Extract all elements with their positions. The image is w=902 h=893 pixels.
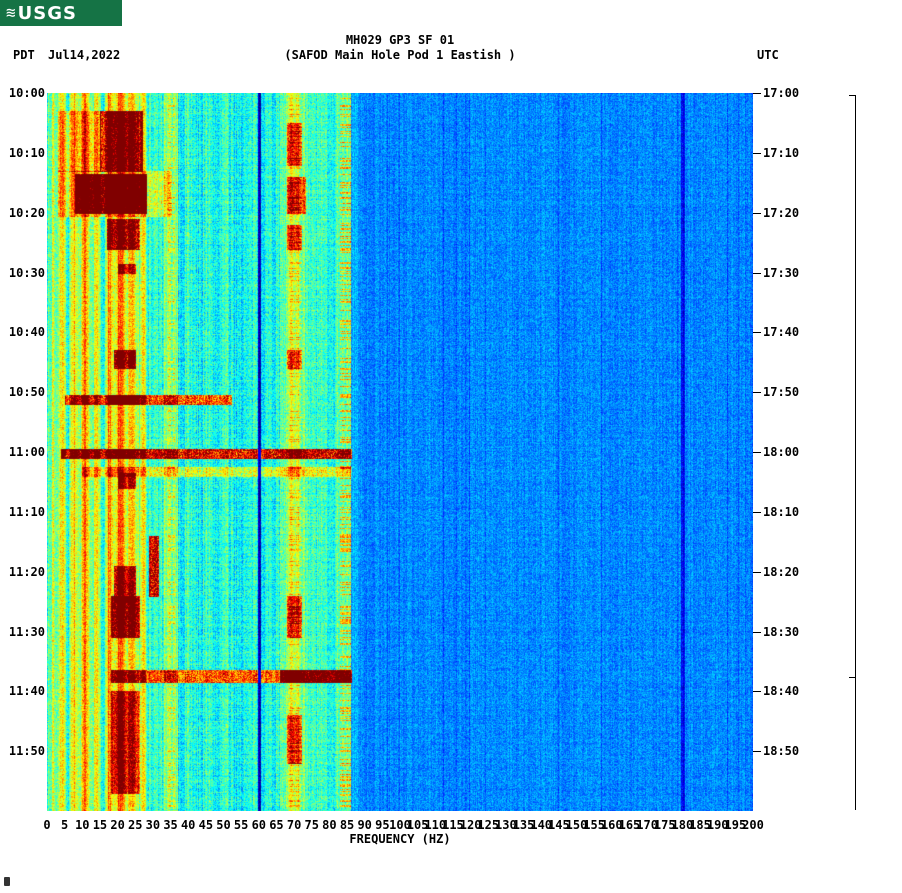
y-axis-tick-right: [753, 751, 761, 752]
x-axis-tick-label: 40: [180, 818, 196, 832]
x-axis-tick-label: 70: [286, 818, 302, 832]
x-axis-tick-label: 15: [92, 818, 108, 832]
x-axis-tick-label: 125: [477, 818, 500, 832]
corner-artifact: [4, 877, 10, 886]
x-axis-tick-label: 160: [600, 818, 623, 832]
x-axis-tick-label: 155: [583, 818, 605, 832]
y-axis-tick-right: [753, 153, 761, 154]
x-axis-tick-label: 110: [424, 818, 447, 832]
x-axis-tick-label: 30: [145, 818, 161, 832]
x-axis-tick-label: 0: [43, 818, 51, 832]
x-axis-tick-label: 85: [339, 818, 355, 832]
y-axis-tick-right: [753, 273, 761, 274]
y-axis-label-right: 17:30: [763, 265, 800, 280]
y-axis-label-left: 10:20: [8, 205, 45, 220]
x-axis-tick-label: 170: [636, 818, 658, 832]
scale-bar-tick-top: [849, 95, 855, 96]
y-axis-label-left: 10:40: [8, 325, 45, 340]
y-axis-label-right: 18:00: [763, 445, 800, 459]
y-axis-label-left: 11:00: [8, 445, 45, 459]
x-axis-tick-label: 200: [742, 818, 764, 832]
x-axis-tick-label: 95: [375, 818, 390, 832]
x-axis-tick-label: 20: [110, 818, 125, 832]
y-axis-label-left: 11:20: [8, 564, 45, 579]
y-axis-label-left: 10:50: [8, 385, 45, 400]
y-axis-label-right: 17:20: [763, 205, 800, 220]
x-axis-tick-label: 180: [671, 818, 694, 832]
y-axis-tick-right: [753, 572, 761, 573]
x-axis-tick-label: 120: [459, 818, 482, 832]
usgs-logo: ≋ USGS: [0, 0, 122, 26]
x-axis-tick-label: 10: [75, 818, 90, 832]
y-axis-label-left: 11:30: [8, 624, 45, 639]
y-axis-label-right: 17:00: [763, 86, 800, 100]
x-axis-tick-label: 75: [304, 818, 319, 832]
x-axis-tick-label: 55: [233, 818, 249, 832]
x-axis-tick-label: 45: [198, 818, 214, 832]
usgs-wave-icon: ≋: [6, 3, 16, 22]
y-axis-tick-right: [753, 213, 761, 214]
left-timezone-label: PDT: [13, 48, 35, 62]
x-axis-tick-label: 130: [495, 818, 517, 832]
x-axis-tick-label: 185: [689, 818, 711, 832]
y-axis-tick-right: [753, 93, 761, 94]
x-axis-tick-label: 190: [706, 818, 729, 832]
y-axis-label-left: 11:40: [8, 684, 45, 699]
x-axis-tick-label: 50: [216, 818, 231, 832]
scale-bar-tick-mid: [849, 677, 855, 678]
right-timezone-label: UTC: [757, 48, 779, 62]
y-axis-label-right: 18:20: [763, 564, 800, 579]
y-axis-label-right: 17:10: [763, 145, 800, 160]
x-axis-title: FREQUENCY (HZ): [349, 832, 451, 846]
x-axis-tick-label: 195: [724, 818, 747, 832]
y-axis-label-right: 18:40: [763, 684, 800, 699]
y-axis-tick-right: [753, 512, 761, 513]
y-axis-label-right: 17:50: [763, 385, 800, 400]
y-axis-label-right: 18:50: [763, 744, 800, 759]
x-axis-tick-label: 165: [618, 818, 641, 832]
usgs-logo-text: USGS: [17, 2, 77, 24]
y-axis-tick-right: [753, 332, 761, 333]
y-axis-label-left: 10:00: [8, 86, 45, 100]
x-axis-tick-label: 90: [357, 818, 372, 832]
x-axis-tick-label: 100: [389, 818, 411, 832]
x-axis-tick-label: 140: [530, 818, 553, 832]
y-axis-tick-right: [753, 632, 761, 633]
x-axis-tick-label: 145: [548, 818, 570, 832]
x-axis-tick-label: 150: [565, 818, 588, 832]
x-axis-tick-label: 80: [322, 818, 337, 832]
scale-bar: [855, 95, 856, 810]
plot-subtitle: (SAFOD Main Hole Pod 1 Eastish ): [284, 48, 516, 62]
y-axis-label-left: 10:30: [8, 265, 45, 280]
x-axis-tick-label: 60: [251, 818, 267, 832]
x-axis-tick-label: 65: [269, 818, 284, 832]
y-axis-tick-right: [753, 392, 761, 393]
y-axis-label-right: 18:10: [763, 504, 800, 519]
plot-title: MH029 GP3 SF 01: [345, 33, 455, 47]
y-axis-tick-right: [753, 452, 761, 453]
x-axis-tick-label: 135: [512, 818, 535, 832]
y-axis-label-right: 17:40: [763, 325, 800, 340]
x-axis-tick-label: 105: [406, 818, 429, 832]
spectrogram-canvas: [47, 93, 753, 811]
y-axis-label-left: 10:10: [8, 145, 45, 160]
y-axis-label-left: 11:50: [8, 744, 45, 759]
x-axis-tick-label: 35: [163, 818, 178, 832]
y-axis-label-right: 18:30: [763, 624, 800, 639]
x-axis-tick-label: 25: [128, 818, 143, 832]
y-axis-label-left: 11:10: [8, 504, 45, 519]
y-axis-tick-right: [753, 691, 761, 692]
x-axis-tick-label: 115: [442, 818, 464, 832]
date-label: Jul14,2022: [48, 48, 121, 62]
x-axis-tick-label: 175: [653, 818, 676, 832]
x-axis-tick-label: 5: [61, 818, 69, 832]
